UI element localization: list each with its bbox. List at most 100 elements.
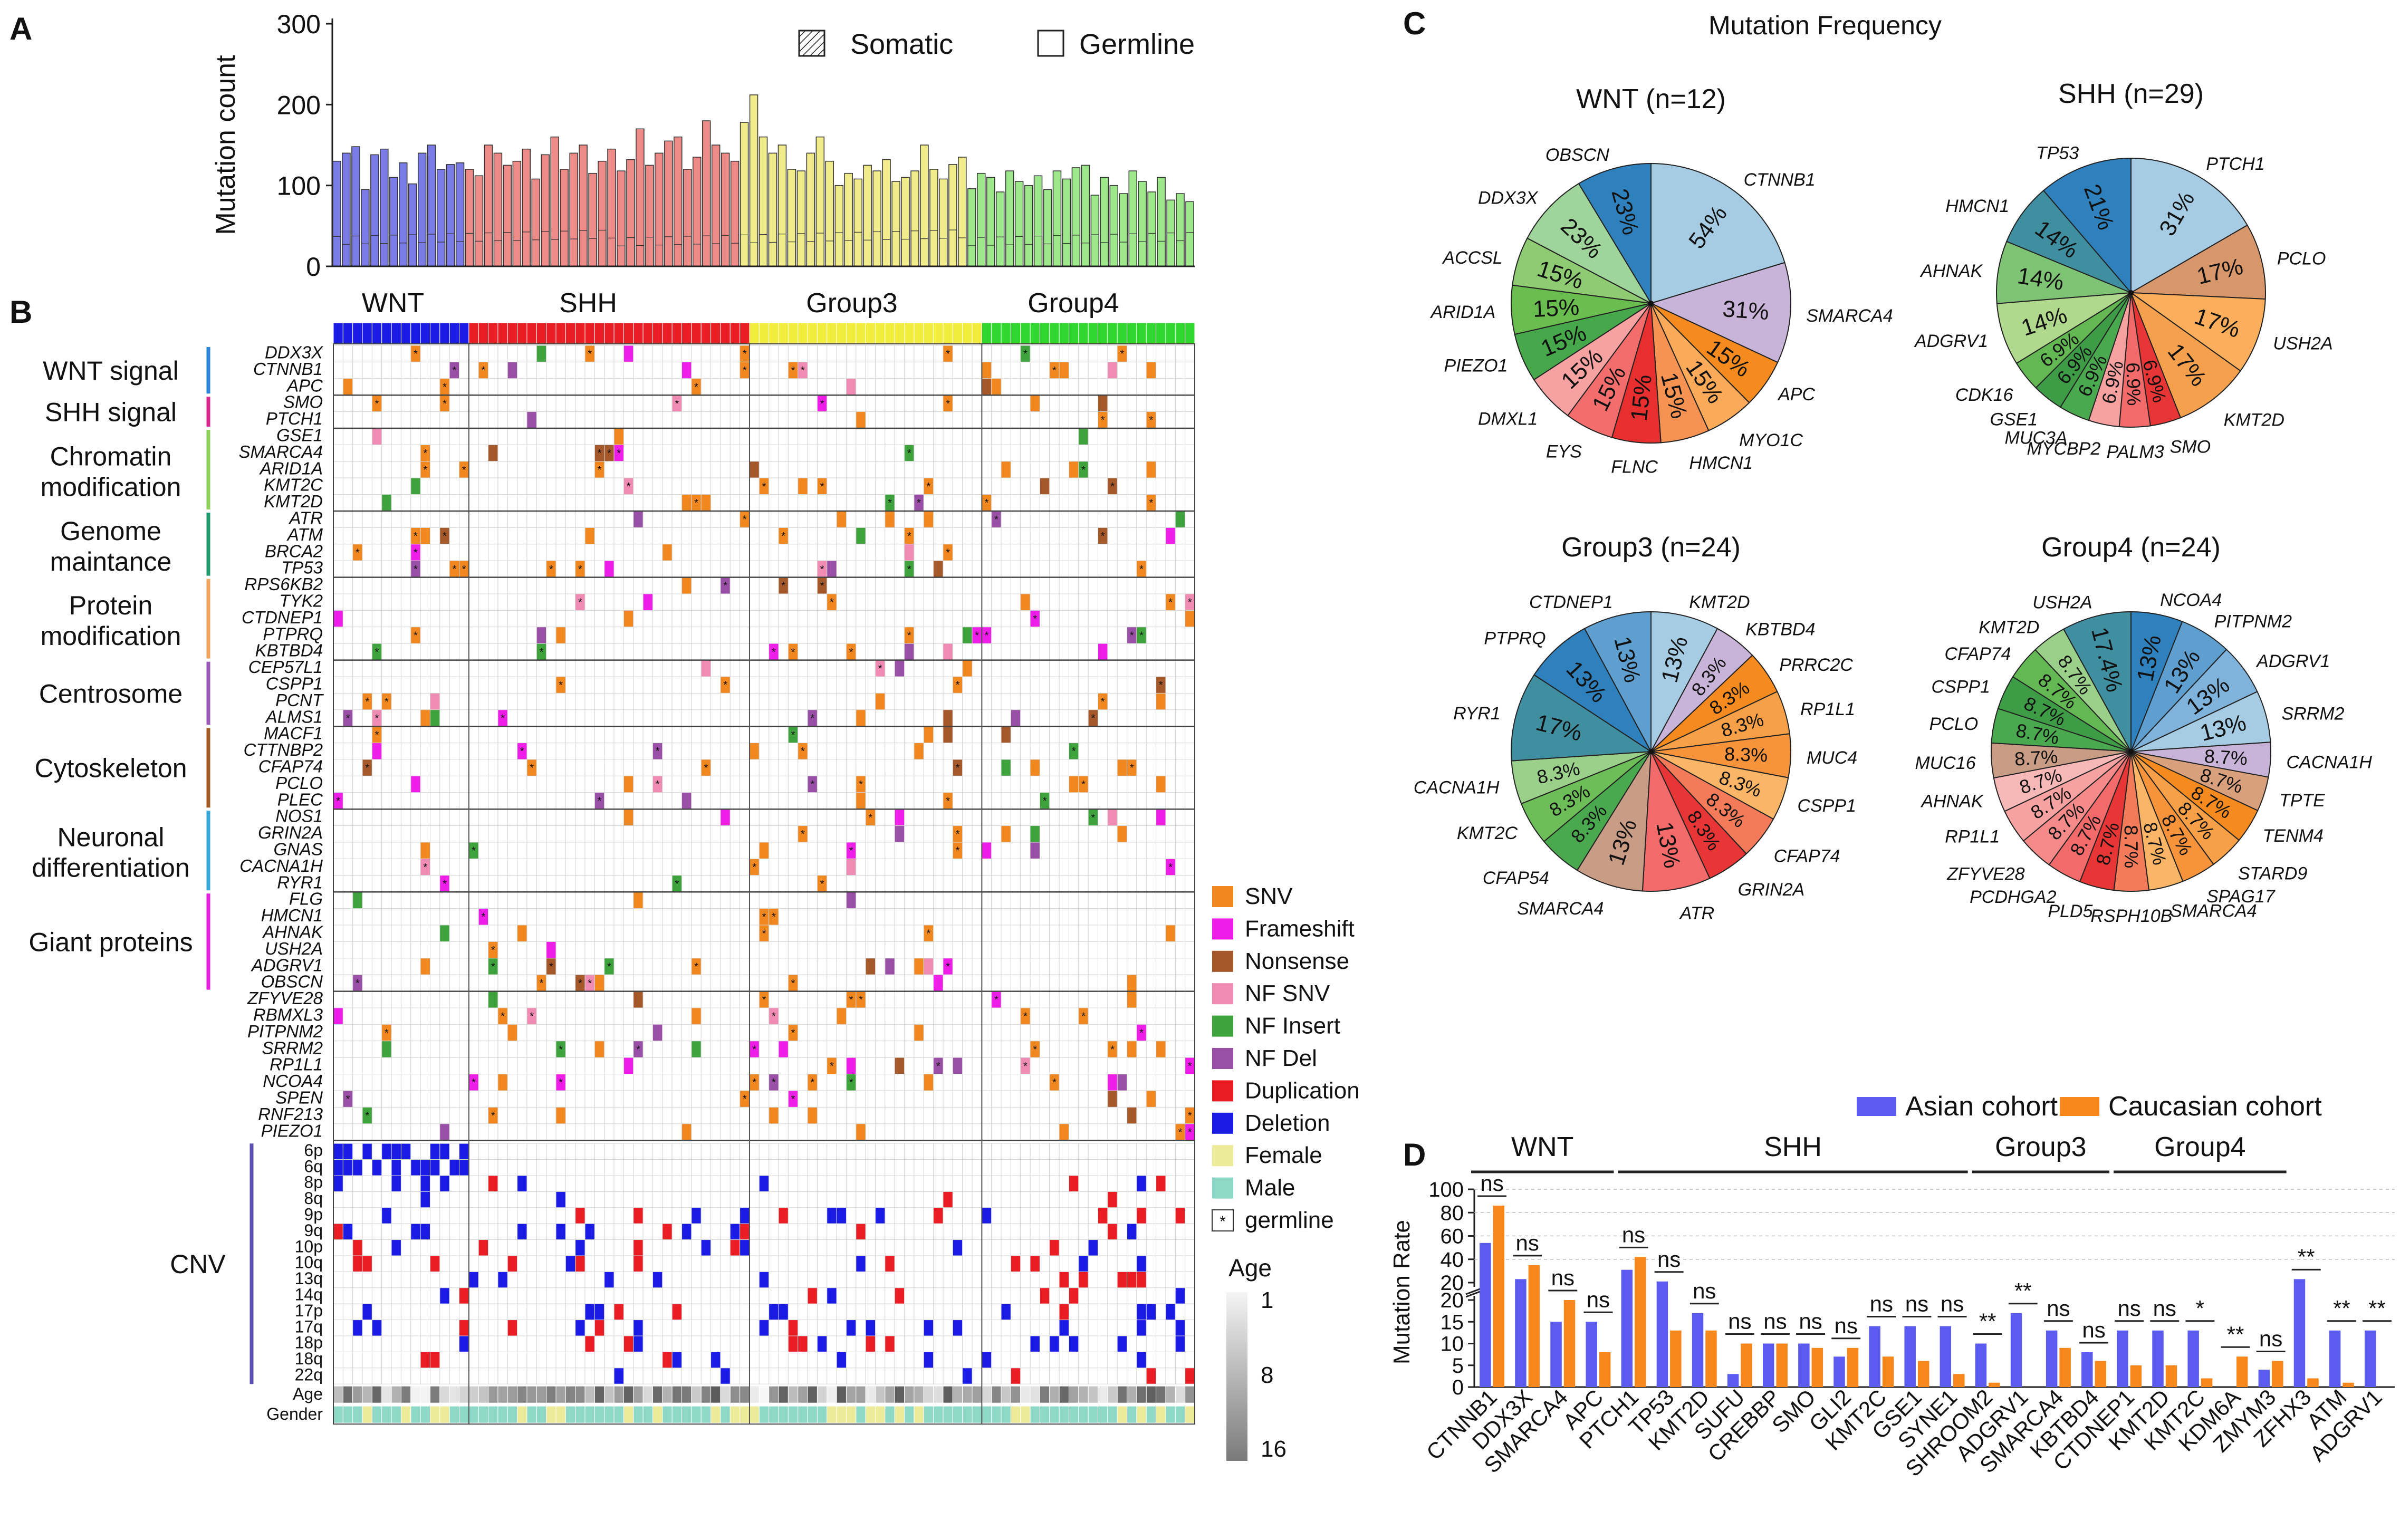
mutation-cell xyxy=(1059,875,1069,892)
mutation-cell xyxy=(497,361,508,379)
germline-mark: * xyxy=(1139,564,1144,575)
mutation-cell xyxy=(497,1024,508,1042)
mutation-cell xyxy=(517,1106,527,1124)
mutation-cell xyxy=(972,974,982,992)
mutation-cell xyxy=(991,577,1002,594)
mutation-cell xyxy=(439,692,450,710)
mutation-cell xyxy=(1146,676,1157,694)
mutation-cell xyxy=(584,858,595,876)
mutation-cell xyxy=(362,527,372,545)
bar-shh xyxy=(550,136,559,267)
mutation-cell xyxy=(526,958,537,975)
mutation-cell xyxy=(1136,544,1147,561)
mutation-cell xyxy=(981,925,992,942)
mutation-cell xyxy=(914,974,924,992)
mutation-cell xyxy=(933,1106,944,1124)
mutation-cell xyxy=(613,908,624,926)
mutation-cell xyxy=(865,444,876,462)
mutation-cell xyxy=(952,775,963,793)
mutation-cell xyxy=(381,925,392,942)
mutation-cell xyxy=(759,511,770,528)
mutation-cell xyxy=(604,759,615,776)
mutation-cell xyxy=(952,411,963,429)
mutation-cell xyxy=(352,378,363,396)
mutation-cell xyxy=(943,808,953,826)
mutation-cell xyxy=(923,1123,934,1141)
mutation-cell xyxy=(981,941,992,959)
mutation-cell xyxy=(1059,1024,1069,1042)
mutation-cell xyxy=(972,692,982,710)
mutation-cell xyxy=(798,511,808,528)
mutation-cell xyxy=(769,461,779,478)
mutation-cell xyxy=(1049,627,1060,644)
mutation-cell xyxy=(914,808,924,826)
mutation-cell xyxy=(1165,428,1176,445)
mutation-cell xyxy=(856,444,866,462)
mutation-cell xyxy=(1001,643,1011,661)
mutation-cell xyxy=(662,858,673,876)
cnv-cell xyxy=(381,1159,392,1176)
mutation-cell xyxy=(642,643,653,661)
mutation-cell xyxy=(778,858,789,876)
mutation-cell xyxy=(933,527,944,545)
mutation-cell xyxy=(517,477,527,495)
mutation-cell xyxy=(962,1057,973,1075)
mutation-cell xyxy=(391,743,401,760)
mutation-cell xyxy=(856,792,866,810)
bar-group4 xyxy=(1071,167,1081,267)
germline-mark: * xyxy=(985,630,989,641)
mutation-cell xyxy=(381,660,392,677)
mutation-cell xyxy=(594,692,605,710)
germline-mark: * xyxy=(588,978,592,989)
mutation-cell xyxy=(555,858,566,876)
mutation-cell xyxy=(1107,361,1118,379)
mutation-cell xyxy=(633,477,644,495)
mutation-cell xyxy=(1098,477,1108,495)
mutation-cell xyxy=(865,643,876,661)
mutation-cell xyxy=(1175,527,1186,545)
mutation-cell xyxy=(671,1090,683,1108)
mutation-cell xyxy=(594,941,605,959)
mutation-cell xyxy=(836,544,847,561)
mutation-cell xyxy=(846,709,857,727)
mutation-cell xyxy=(333,759,343,776)
mutation-cell xyxy=(565,692,576,710)
mutation-cell xyxy=(1156,610,1166,628)
mutation-cell xyxy=(546,1123,556,1141)
mutation-cell xyxy=(391,643,401,661)
mutation-cell xyxy=(991,494,1002,512)
mutation-cell xyxy=(1030,394,1040,412)
mutation-cell xyxy=(788,1074,799,1091)
mutation-cell xyxy=(943,494,953,512)
mutation-cell xyxy=(468,891,479,909)
germline-mark: * xyxy=(617,448,621,459)
mutation-cell xyxy=(933,941,944,959)
mutation-cell xyxy=(459,808,469,826)
mutation-cell xyxy=(778,511,789,528)
mutation-cell xyxy=(429,709,440,727)
mutation-cell xyxy=(749,941,760,959)
mutation-cell xyxy=(759,544,770,561)
mutation-cell xyxy=(923,444,934,462)
mutation-cell xyxy=(1146,577,1157,594)
mutation-cell xyxy=(652,411,663,429)
mutation-cell xyxy=(865,743,876,760)
mutation-cell xyxy=(536,444,547,462)
mutation-cell xyxy=(652,958,663,975)
mutation-cell xyxy=(711,494,721,512)
mutation-cell xyxy=(1078,808,1089,826)
mutation-cell xyxy=(1068,1024,1079,1042)
mutation-cell xyxy=(439,1106,450,1124)
germline-mark: * xyxy=(830,1061,834,1072)
mutation-cell xyxy=(914,1106,924,1124)
mutation-cell xyxy=(943,709,953,727)
mutation-cell xyxy=(555,444,566,462)
mutation-cell xyxy=(575,743,585,760)
mutation-cell xyxy=(749,759,760,776)
mutation-cell xyxy=(517,461,527,478)
mutation-cell xyxy=(798,345,808,362)
mutation-cell xyxy=(729,345,741,362)
mutation-cell xyxy=(1049,676,1060,694)
mutation-cell xyxy=(613,1057,624,1075)
mutation-cell xyxy=(952,1007,963,1025)
